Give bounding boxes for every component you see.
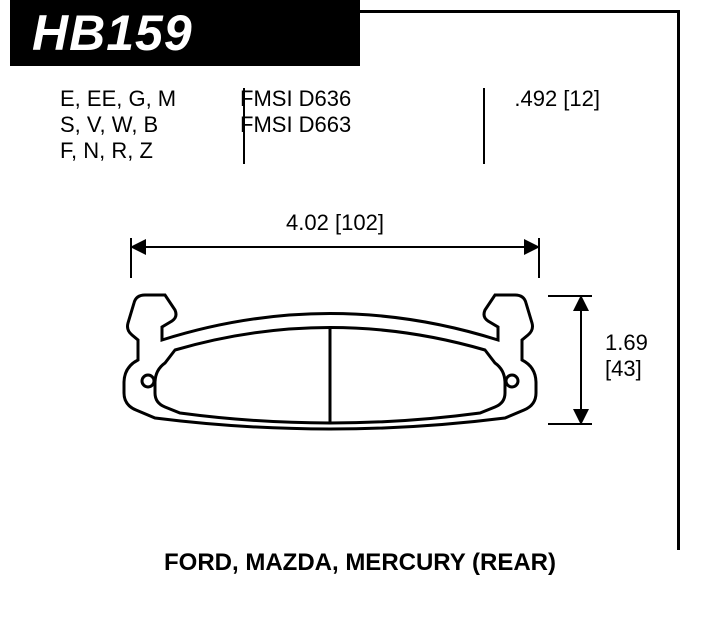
- application-text: FORD, MAZDA, MERCURY (REAR): [0, 549, 720, 577]
- diagram-area: 4.02 [102] 1.69 [43]: [40, 210, 680, 520]
- spec-columns: E, EE, G, M FMSI D636 .492 [12] S, V, W,…: [60, 86, 660, 164]
- height-mm-wrap: [43]: [605, 356, 648, 382]
- brake-pad-drawing: [100, 275, 560, 445]
- extension-line-left: [130, 238, 132, 278]
- part-number: HB159: [32, 4, 193, 62]
- height-mm: 43: [611, 356, 635, 381]
- thickness: .492 [12]: [450, 86, 600, 112]
- compounds-line1: E, EE, G, M: [60, 86, 240, 112]
- header-bar: HB159: [10, 0, 360, 66]
- width-dimension: 4.02 [102]: [130, 210, 540, 236]
- width-mm-close: ]: [378, 210, 384, 235]
- divider-1: [243, 88, 245, 164]
- width-mm: 102: [341, 210, 378, 235]
- height-inches: 1.69: [605, 330, 648, 356]
- extension-line-right: [538, 238, 540, 278]
- arrow-down-icon: [573, 409, 589, 425]
- fmsi-line1: FMSI D636: [240, 86, 450, 112]
- fmsi-line2: FMSI D663: [240, 112, 450, 138]
- arrow-left-icon: [130, 239, 146, 255]
- divider-2: [483, 88, 485, 164]
- compounds-line2: S, V, W, B: [60, 112, 240, 138]
- height-dimension: 1.69 [43]: [605, 330, 648, 382]
- arrow-up-icon: [573, 295, 589, 311]
- width-dim-line: [130, 246, 540, 248]
- height-dim-line: [580, 295, 582, 425]
- width-inches: 4.02: [286, 210, 329, 235]
- compounds-line3: F, N, R, Z: [60, 138, 240, 164]
